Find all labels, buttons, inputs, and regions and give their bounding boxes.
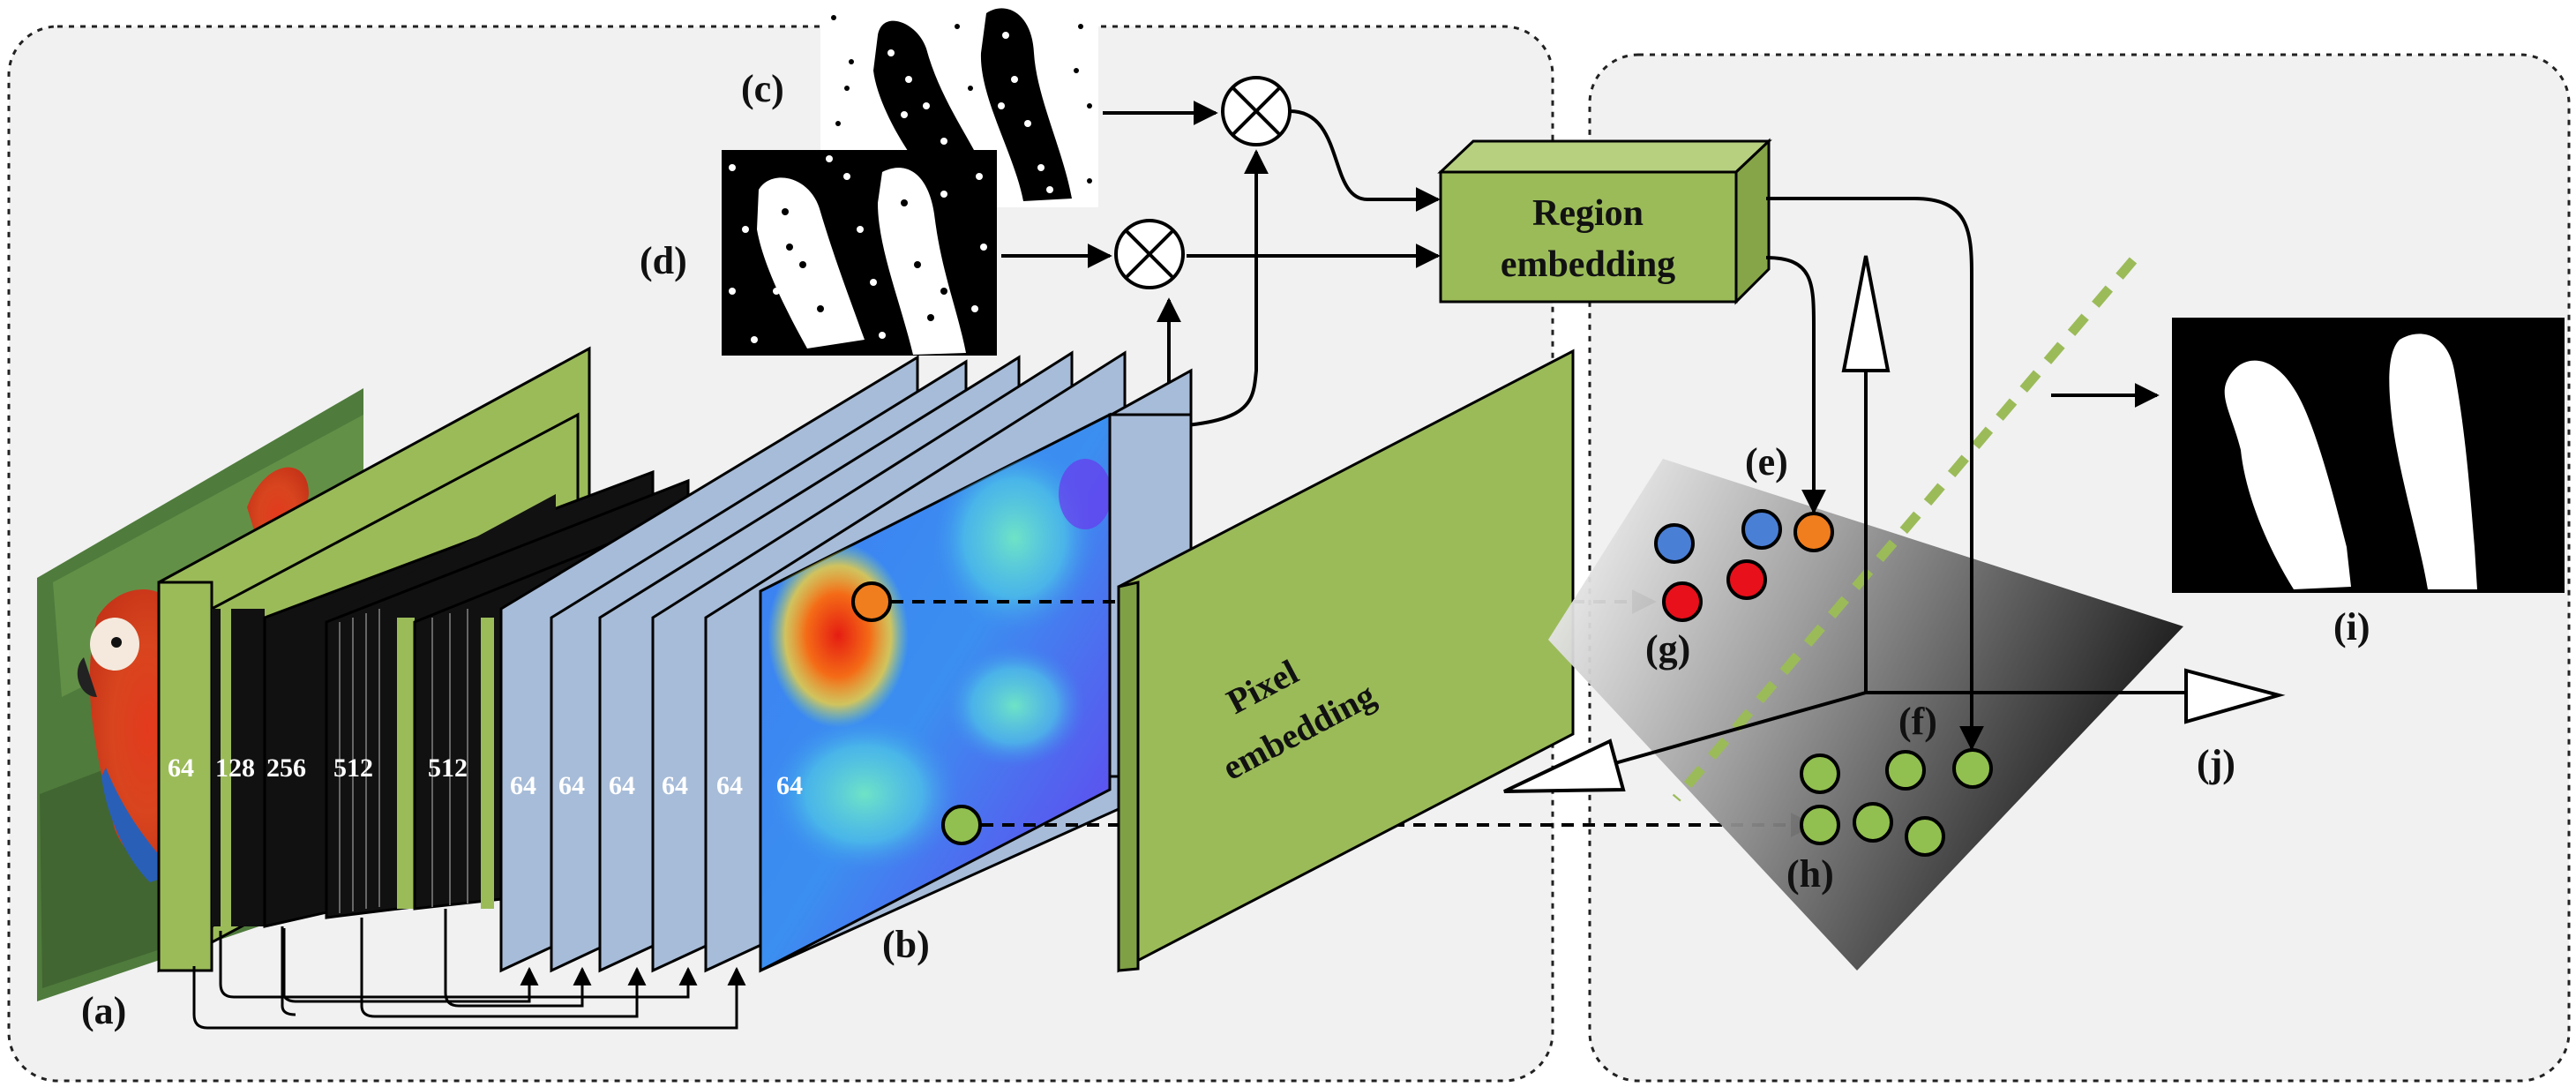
embedding-space (1503, 255, 2286, 971)
pixel-embedding-block: Pixel embedding (1117, 349, 1575, 973)
channel-label-enc-2: 256 (266, 753, 306, 783)
heatmap-orange-point (851, 581, 892, 622)
embedding-point-green (1800, 805, 1840, 845)
embedding-point-orange (1793, 512, 1834, 552)
embedding-point-green (1885, 750, 1926, 791)
output-mask-i (2172, 318, 2565, 593)
label-c: (c) (741, 67, 784, 110)
channel-label-enc-1: 128 (215, 753, 255, 783)
embedding-point-red (1662, 581, 1703, 622)
decoder-channel-labels: 64 64 64 64 64 64 (510, 771, 803, 800)
embedding-point-green (1853, 802, 1893, 843)
region-output-arrows (1765, 197, 2160, 751)
region-embedding-block: Region embedding (1437, 138, 1772, 305)
label-e: (e) (1745, 440, 1788, 484)
mask-image-d (722, 150, 997, 356)
channel-label-dec-4: 64 (716, 771, 743, 800)
channel-label-dec-5: 64 (776, 771, 803, 800)
channel-label-dec-2: 64 (609, 771, 635, 800)
channel-label-dec-1: 64 (558, 771, 585, 800)
multiply-node-top (1221, 76, 1292, 146)
axis-left-arrowhead (1503, 738, 1626, 793)
label-d: (d) (640, 239, 687, 282)
embedding-point-green (1905, 816, 1945, 857)
embedding-point-green (1800, 753, 1840, 794)
skip-connections (192, 909, 746, 1030)
encoder-channel-labels: 64 128 256 512 512 (168, 753, 468, 783)
channel-label-dec-0: 64 (510, 771, 536, 800)
label-h: (h) (1786, 852, 1834, 896)
label-a: (a) (81, 989, 126, 1032)
multiply-node-bottom (1114, 219, 1185, 289)
label-f: (f) (1898, 700, 1937, 743)
label-j: (j) (2197, 742, 2235, 785)
label-i: (i) (2333, 605, 2370, 648)
label-g: (g) (1645, 627, 1690, 671)
channel-label-enc-0: 64 (168, 753, 194, 783)
region-embedding-line1: Region (1532, 193, 1644, 234)
decision-boundary (1672, 257, 2138, 802)
embedding-point-red (1726, 559, 1767, 600)
heatmap-b (759, 412, 1193, 973)
channel-label-enc-3: 512 (333, 753, 373, 783)
channel-label-dec-3: 64 (662, 771, 688, 800)
embedding-point-blue (1741, 509, 1782, 550)
axis-right-arrowhead (2184, 668, 2286, 724)
channel-label-enc-4: 512 (428, 753, 468, 783)
axis-up-arrowhead (1841, 255, 1891, 372)
embedding-point-green (1952, 748, 1993, 789)
label-b: (b) (882, 923, 930, 966)
heatmap-green-point (941, 805, 982, 845)
embedding-point-blue (1654, 523, 1695, 564)
region-embedding-line2: embedding (1501, 244, 1675, 285)
